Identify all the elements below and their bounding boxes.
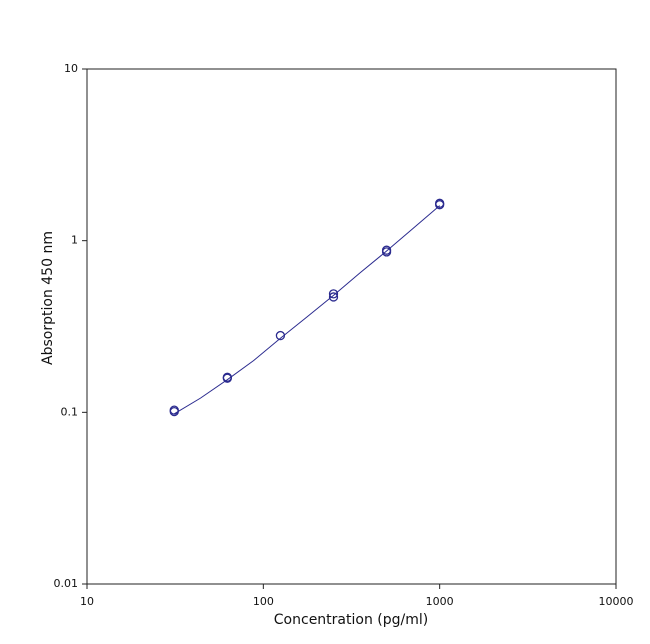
y-tick-label: 0.01 <box>54 577 79 590</box>
x-tick-label: 100 <box>253 595 274 608</box>
y-tick-label: 0.1 <box>61 405 79 418</box>
data-point <box>435 200 445 210</box>
plot-frame <box>86 68 617 585</box>
x-axis-title: Concentration (pg/ml) <box>274 612 428 628</box>
data-point <box>328 289 339 299</box>
data-point <box>381 247 392 257</box>
data-point <box>222 373 232 383</box>
x-tick-label: 10000 <box>599 595 634 608</box>
y-tick-label: 10 <box>64 62 78 75</box>
data-point <box>328 292 339 302</box>
x-tick-label: 10 <box>80 595 94 608</box>
y-axis-title: Absorption 450 nm <box>40 231 56 365</box>
x-tick-label: 1000 <box>426 595 454 608</box>
fit-curve <box>174 205 440 415</box>
y-tick-label: 1 <box>71 234 78 247</box>
